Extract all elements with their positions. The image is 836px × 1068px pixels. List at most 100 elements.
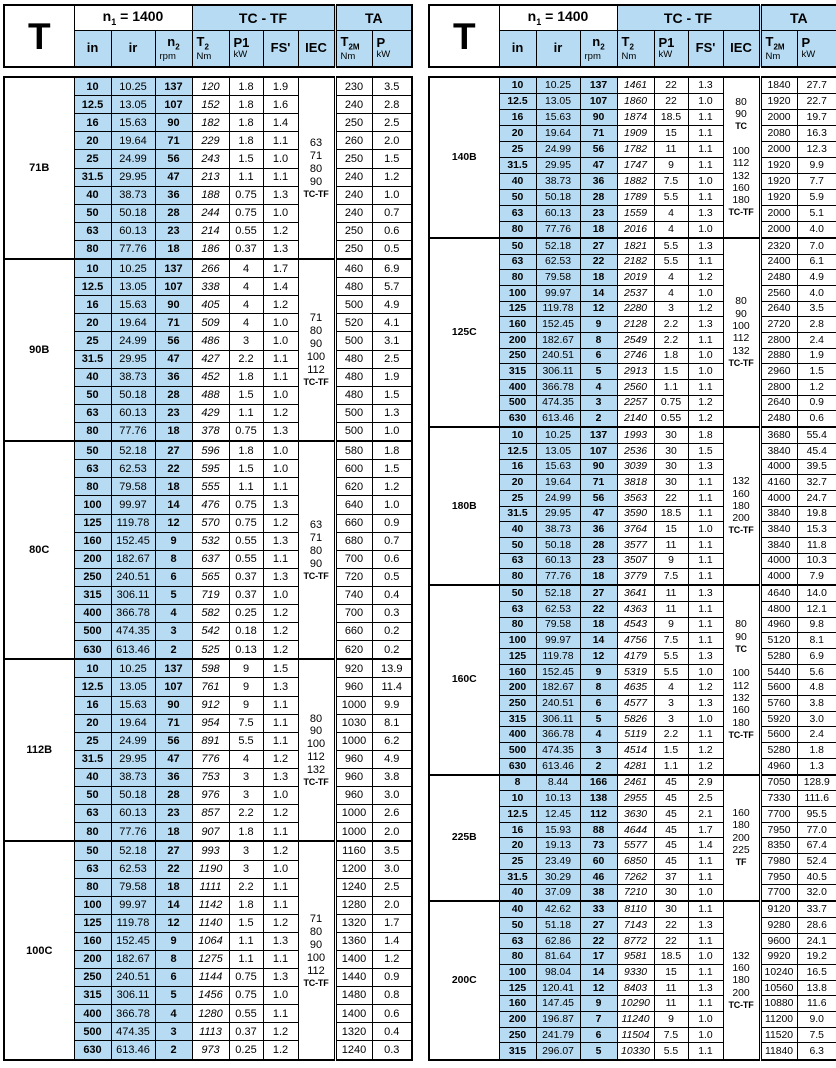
table-row: 63 60.13 23 429 1.1 1.2 500 1.3 [4, 403, 413, 423]
in-value: 100 [498, 964, 537, 981]
p-value: 3.1 [371, 331, 413, 351]
table-row: 315 306.11 5 719 0.37 1.0 740 0.4 [4, 585, 413, 605]
p-value: 8.1 [371, 713, 413, 733]
t2-value: 2128 [616, 316, 655, 333]
ir-value: 19.64 [535, 474, 581, 491]
n2-value: 23 [154, 403, 193, 423]
fs-value: 1.1 [262, 1004, 299, 1024]
p-value: 1.5 [371, 385, 413, 405]
ir-value: 24.99 [110, 331, 156, 351]
in-value: 500 [498, 394, 537, 412]
in-value: 10 [498, 790, 537, 808]
section-label: 125C [428, 236, 500, 428]
section-label: 160C [428, 584, 500, 776]
t2m-value: 1400 [333, 1004, 373, 1024]
series-column-header: T [428, 4, 500, 68]
ir-value: 99.97 [535, 284, 581, 302]
n2-value: 18 [154, 877, 193, 897]
t2m-value: 2000 [758, 220, 798, 239]
t2-value: 1275 [191, 949, 230, 969]
in-value: 10 [498, 76, 537, 95]
p-value: 24.7 [796, 489, 836, 507]
ir-value: 52.18 [110, 840, 156, 861]
p-value: 1.3 [371, 403, 413, 423]
p1-value: 0.37 [228, 239, 264, 260]
in-value: 315 [498, 710, 537, 728]
p1-value: 0.18 [228, 621, 264, 641]
p1-value: 0.75 [228, 495, 264, 515]
p1-value: 45 [653, 806, 689, 823]
in-value: 63 [498, 600, 537, 618]
p1-column-header: P1 kW [653, 29, 689, 68]
p1-column-header: P1 kW [228, 29, 264, 68]
p-value: 12.1 [796, 600, 836, 618]
n2-value: 4 [154, 603, 193, 623]
t2m-value: 4160 [758, 474, 798, 491]
t2m-value: 250 [333, 221, 373, 241]
p-value: 1.0 [371, 495, 413, 515]
ir-value: 13.05 [110, 677, 156, 697]
t2-value: 120 [191, 76, 230, 97]
ir-value: 81.64 [535, 948, 581, 966]
p-value: 9.8 [796, 616, 836, 634]
in-value: 500 [73, 1022, 112, 1042]
p-value: 3.0 [796, 710, 836, 728]
ir-value: 19.64 [110, 713, 156, 733]
in-column-header: in [498, 29, 537, 68]
t2m-value: 600 [333, 459, 373, 479]
ir-value: 15.63 [110, 113, 156, 133]
in-value: 25 [498, 140, 537, 158]
t2m-value: 640 [333, 495, 373, 515]
t2m-value: 1920 [758, 188, 798, 206]
t2m-value: 2800 [758, 378, 798, 396]
n2-value: 36 [154, 767, 193, 787]
t2m-value: 1360 [333, 931, 373, 951]
ir-value: 52.18 [535, 236, 581, 255]
t2-value: 565 [191, 567, 230, 587]
in-value: 12.5 [498, 806, 537, 823]
in-value: 25 [73, 331, 112, 351]
n2-value: 46 [579, 868, 618, 886]
t2m-value: 1320 [333, 1022, 373, 1042]
in-value: 200 [498, 331, 537, 349]
n2-value: 28 [154, 785, 193, 805]
t2m-value: 5280 [758, 742, 798, 759]
p-value: 16.3 [796, 124, 836, 142]
p-value: 128.9 [796, 773, 836, 792]
in-value: 31.5 [498, 156, 537, 174]
p-value: 19.8 [796, 505, 836, 523]
in-value: 80 [498, 269, 537, 286]
ir-value: 99.97 [110, 495, 156, 515]
t2m-value: 2560 [758, 284, 798, 302]
iec-motor-sizes: 80 90 100 112 132 TC-TF [722, 236, 761, 428]
p1-value: 37 [653, 868, 689, 886]
p-value: 2.0 [371, 821, 413, 842]
t2-value: 509 [191, 313, 230, 333]
t2m-value: 2400 [758, 253, 798, 271]
n2-value: 5 [579, 1042, 618, 1061]
in-value: 125 [73, 513, 112, 533]
p-value: 0.9 [371, 967, 413, 987]
p-value: 9.9 [796, 156, 836, 174]
t2-value: 719 [191, 585, 230, 605]
t2m-value: 7050 [758, 773, 798, 792]
p-value: 0.3 [371, 1040, 413, 1061]
p-value: 1.9 [371, 367, 413, 387]
p1-value: 0.55 [228, 531, 264, 551]
p1-value: 5.5 [653, 663, 689, 681]
ir-value: 19.64 [535, 124, 581, 142]
ir-value: 24.99 [535, 140, 581, 158]
p1-value: 1.8 [228, 113, 264, 133]
t2m-value: 7950 [758, 821, 798, 839]
n2-value: 5 [579, 363, 618, 380]
t2-value: 4543 [616, 616, 655, 634]
fs-value: 1.0 [687, 1011, 724, 1028]
t2m-value: 500 [333, 403, 373, 423]
p-value: 1.8 [371, 440, 413, 461]
t2m-value: 11200 [758, 1011, 798, 1028]
n2-value: 28 [154, 385, 193, 405]
fs-value: 1.1 [687, 188, 724, 206]
n2-value: 8 [579, 679, 618, 697]
t2m-value: 580 [333, 440, 373, 461]
in-value: 400 [498, 726, 537, 744]
